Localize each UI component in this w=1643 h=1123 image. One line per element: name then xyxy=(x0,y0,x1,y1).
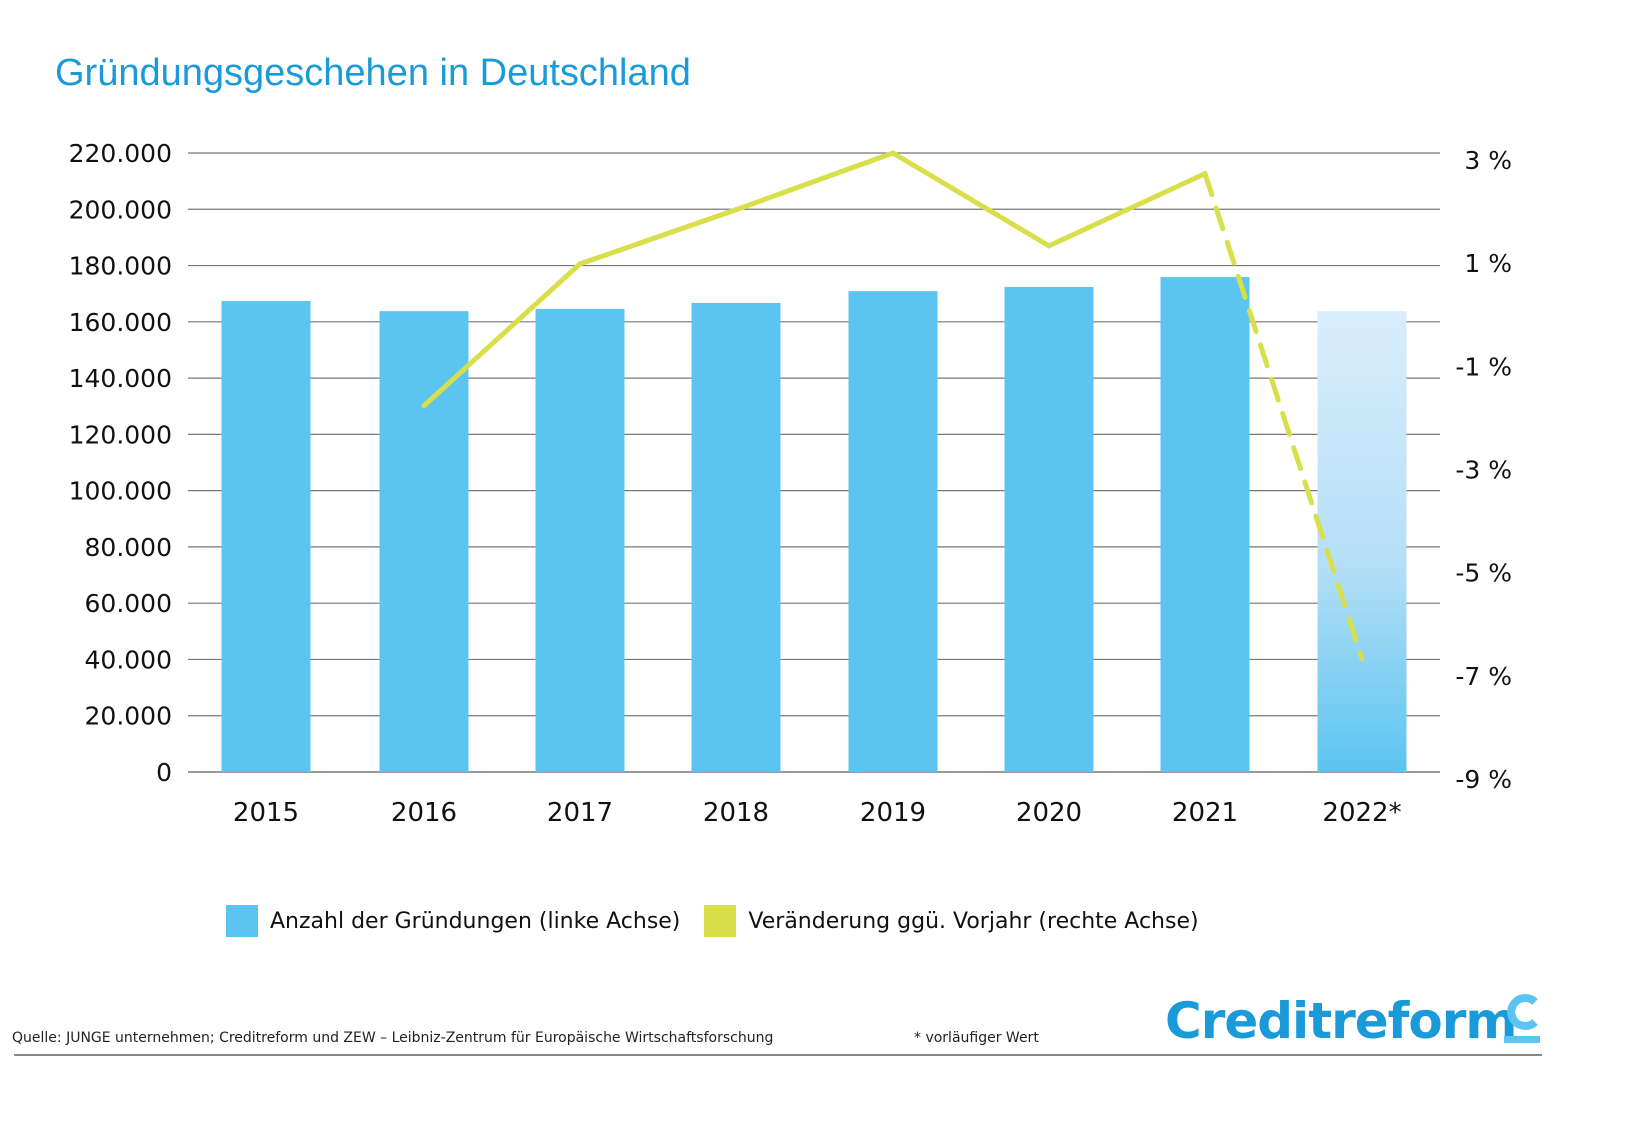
line-segment-2020 xyxy=(890,150,1052,249)
right-tick-label: -1 % xyxy=(1455,352,1512,381)
source-note: Quelle: JUNGE unternehmen; Creditreform … xyxy=(12,1030,774,1046)
left-tick-label: 60.000 xyxy=(85,589,172,618)
right-tick-label: -5 % xyxy=(1455,559,1512,588)
left-tick-label: 0 xyxy=(156,758,172,787)
x-tick-label: 2021 xyxy=(1172,798,1238,828)
footer-divider xyxy=(14,1054,1542,1056)
line-segment-2018 xyxy=(577,207,739,267)
chart: 0 20.000 40.000 60.000 80.000 100.000 120.000 1… xyxy=(69,139,1512,828)
left-tick-label: 80.000 xyxy=(85,533,172,562)
line-point-2018 xyxy=(733,207,739,213)
creditreform-logo: Creditreform xyxy=(1165,992,1518,1050)
right-tick-label: 3 % xyxy=(1464,146,1512,175)
line-point-2017 xyxy=(577,261,583,267)
line-point-2021 xyxy=(1202,171,1208,177)
right-tick-label: -7 % xyxy=(1455,662,1512,691)
left-tick-label: 220.000 xyxy=(69,139,172,168)
x-tick-label: 2015 xyxy=(233,798,299,828)
bar-2018 xyxy=(691,302,781,772)
line-segment-2022 xyxy=(1202,171,1365,662)
legend-item-line: Veränderung ggü. Vorjahr (rechte Achse) xyxy=(704,905,1199,937)
left-tick-label: 160.000 xyxy=(69,308,172,337)
x-tick-label: 2016 xyxy=(391,798,457,828)
line-segment-2021 xyxy=(1046,171,1208,249)
legend-swatch-line xyxy=(704,905,737,937)
footnote: * vorläufiger Wert xyxy=(914,1030,1039,1046)
left-tick-label: 100.000 xyxy=(69,477,172,506)
legend-label-bars: Anzahl der Gründungen (linke Achse) xyxy=(270,908,681,934)
legend-swatch-bars xyxy=(226,905,258,937)
bar-2022 xyxy=(1317,311,1407,772)
legend: Anzahl der Gründungen (linke Achse) Verä… xyxy=(226,905,1223,937)
left-tick-label: 140.000 xyxy=(69,364,172,393)
line-segment-2017 xyxy=(421,261,583,409)
line-point-2016 xyxy=(421,403,427,409)
left-tick-label: 20.000 xyxy=(85,702,172,731)
legend-label-line: Veränderung ggü. Vorjahr (rechte Achse) xyxy=(748,908,1199,934)
left-tick-label: 120.000 xyxy=(69,420,172,449)
right-tick-label: -9 % xyxy=(1455,765,1512,794)
line-point-2022 xyxy=(1359,656,1365,662)
line-segment-2019 xyxy=(733,150,896,213)
left-tick-label: 200.000 xyxy=(69,195,172,224)
creditreform-c-icon xyxy=(1504,994,1540,1043)
bar-2021 xyxy=(1160,277,1250,772)
x-tick-label: 2020 xyxy=(1016,798,1082,828)
x-tick-label: 2017 xyxy=(547,798,613,828)
x-tick-label: 2019 xyxy=(860,798,926,828)
bars xyxy=(221,277,1407,772)
right-tick-label: 1 % xyxy=(1464,249,1512,278)
bar-2016 xyxy=(379,311,469,772)
bar-2019 xyxy=(848,291,938,772)
chart-title: Gründungsgeschehen in Deutschland xyxy=(55,52,691,94)
x-axis: 2015 2016 2017 2018 2019 2020 2021 2022* xyxy=(233,798,1402,828)
left-tick-label: 40.000 xyxy=(85,645,172,674)
right-tick-label: -3 % xyxy=(1455,456,1512,485)
x-tick-label: 2022* xyxy=(1322,798,1401,828)
line-point-2019 xyxy=(890,150,896,156)
bar-2017 xyxy=(535,308,625,772)
line-point-2020 xyxy=(1046,243,1052,249)
legend-item-bars: Anzahl der Gründungen (linke Achse) xyxy=(226,905,680,937)
left-tick-label: 180.000 xyxy=(69,252,172,281)
x-tick-label: 2018 xyxy=(703,798,769,828)
gridlines xyxy=(188,152,1440,773)
change-line xyxy=(421,150,1365,662)
right-axis: 3 % 1 % -1 % -3 % -5 % -7 % -9 % xyxy=(1455,146,1512,794)
bar-2015 xyxy=(221,300,311,772)
left-axis: 0 20.000 40.000 60.000 80.000 100.000 120.000 1… xyxy=(69,139,172,787)
bar-2020 xyxy=(1004,286,1094,772)
